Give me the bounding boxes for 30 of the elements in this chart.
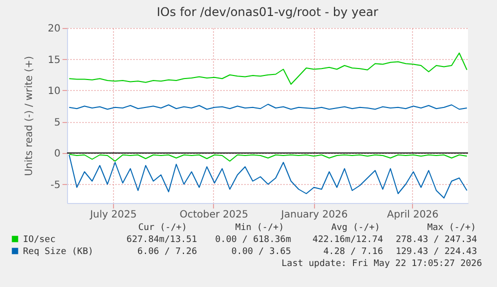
- line-series: [68, 154, 468, 198]
- y-tick-label: -5: [50, 180, 60, 191]
- text: 0.00 / 618.36m: [215, 235, 291, 245]
- line-series: [68, 154, 468, 162]
- y-tick-label: 15: [48, 54, 60, 66]
- chart-title: IOs for /dev/onas01-vg/root - by year: [156, 5, 378, 19]
- y-tick-label: 0: [54, 148, 60, 160]
- y-axis-title: Units read (-) / write (+): [24, 56, 35, 176]
- text: Min (-/+): [235, 223, 284, 233]
- x-tick-label: January 2026: [280, 210, 348, 220]
- x-tick-label: April 2026: [387, 210, 439, 220]
- legend-label: IO/sec: [23, 235, 56, 245]
- text: Avg (-/+): [331, 223, 380, 233]
- text: 278.43 / 247.34: [396, 235, 477, 245]
- line-series: [68, 52, 468, 85]
- x-tick-label: July 2025: [89, 210, 137, 220]
- text: 129.43 / 224.43: [396, 247, 477, 257]
- y-tick-label: 20: [48, 24, 60, 34]
- legend-label: Req Size (KB): [23, 247, 94, 257]
- text: Max (-/+): [427, 223, 476, 233]
- y-tick-label: 10: [48, 86, 60, 97]
- y-tick-label: 5: [54, 117, 60, 128]
- text: 4.28 / 7.16: [323, 247, 383, 257]
- text: 627.84m/13.51: [126, 235, 197, 245]
- text: Cur (-/+): [138, 223, 187, 233]
- x-tick-label: October 2025: [180, 210, 248, 220]
- text: 6.06 / 7.26: [137, 247, 197, 257]
- text: Last update: Fri May 22 17:05:27 2026: [282, 259, 482, 269]
- text: 0.00 / 3.65: [231, 247, 291, 257]
- text: 422.16m/12.74: [312, 235, 383, 245]
